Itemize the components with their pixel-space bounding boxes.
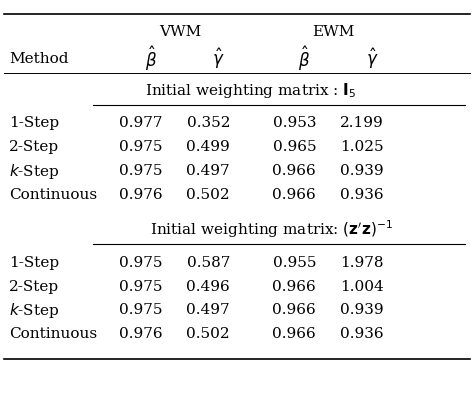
- Text: EWM: EWM: [312, 25, 355, 39]
- Text: 0.966: 0.966: [273, 164, 316, 178]
- Text: $\hat{\beta}$: $\hat{\beta}$: [145, 44, 157, 73]
- Text: 1-Step: 1-Step: [9, 116, 59, 130]
- Text: 1-Step: 1-Step: [9, 256, 59, 270]
- Text: Continuous: Continuous: [9, 188, 97, 202]
- Text: 1.978: 1.978: [340, 256, 383, 270]
- Text: 0.966: 0.966: [273, 279, 316, 294]
- Text: 0.497: 0.497: [186, 164, 230, 178]
- Text: 2-Step: 2-Step: [9, 279, 59, 294]
- Text: $\hat{\gamma}$: $\hat{\gamma}$: [212, 46, 225, 71]
- Text: Initial weighting matrix : $\mathbf{I}_5$: Initial weighting matrix : $\mathbf{I}_5…: [145, 81, 356, 100]
- Text: Continuous: Continuous: [9, 327, 97, 341]
- Text: 0.975: 0.975: [119, 164, 163, 178]
- Text: 0.502: 0.502: [186, 327, 230, 341]
- Text: 0.955: 0.955: [273, 256, 316, 270]
- Text: Initial weighting matrix: $(\mathbf{z}^{\prime}\mathbf{z})^{-1}$: Initial weighting matrix: $(\mathbf{z}^{…: [150, 219, 393, 240]
- Text: 0.966: 0.966: [273, 303, 316, 318]
- Text: 0.976: 0.976: [119, 188, 163, 202]
- Text: 0.975: 0.975: [119, 140, 163, 154]
- Text: $k$-Step: $k$-Step: [9, 162, 59, 181]
- Text: $k$-Step: $k$-Step: [9, 301, 59, 320]
- Text: $\hat{\gamma}$: $\hat{\gamma}$: [366, 46, 378, 71]
- Text: Method: Method: [9, 52, 68, 66]
- Text: 0.587: 0.587: [187, 256, 230, 270]
- Text: 2.199: 2.199: [340, 116, 383, 130]
- Text: 0.977: 0.977: [119, 116, 163, 130]
- Text: 0.496: 0.496: [186, 279, 230, 294]
- Text: 0.352: 0.352: [186, 116, 230, 130]
- Text: 2-Step: 2-Step: [9, 140, 59, 154]
- Text: 0.499: 0.499: [186, 140, 230, 154]
- Text: 0.976: 0.976: [119, 327, 163, 341]
- Text: 0.966: 0.966: [273, 327, 316, 341]
- Text: 1.025: 1.025: [340, 140, 383, 154]
- Text: 0.939: 0.939: [340, 164, 383, 178]
- Text: 0.966: 0.966: [273, 188, 316, 202]
- Text: 0.953: 0.953: [273, 116, 316, 130]
- Text: 0.936: 0.936: [340, 327, 383, 341]
- Text: 0.965: 0.965: [273, 140, 316, 154]
- Text: $\hat{\beta}$: $\hat{\beta}$: [299, 44, 310, 73]
- Text: 0.936: 0.936: [340, 188, 383, 202]
- Text: 0.975: 0.975: [119, 256, 163, 270]
- Text: 0.497: 0.497: [186, 303, 230, 318]
- Text: 0.502: 0.502: [186, 188, 230, 202]
- Text: 0.939: 0.939: [340, 303, 383, 318]
- Text: 1.004: 1.004: [340, 279, 383, 294]
- Text: 0.975: 0.975: [119, 303, 163, 318]
- Text: 0.975: 0.975: [119, 279, 163, 294]
- Text: VWM: VWM: [159, 25, 201, 39]
